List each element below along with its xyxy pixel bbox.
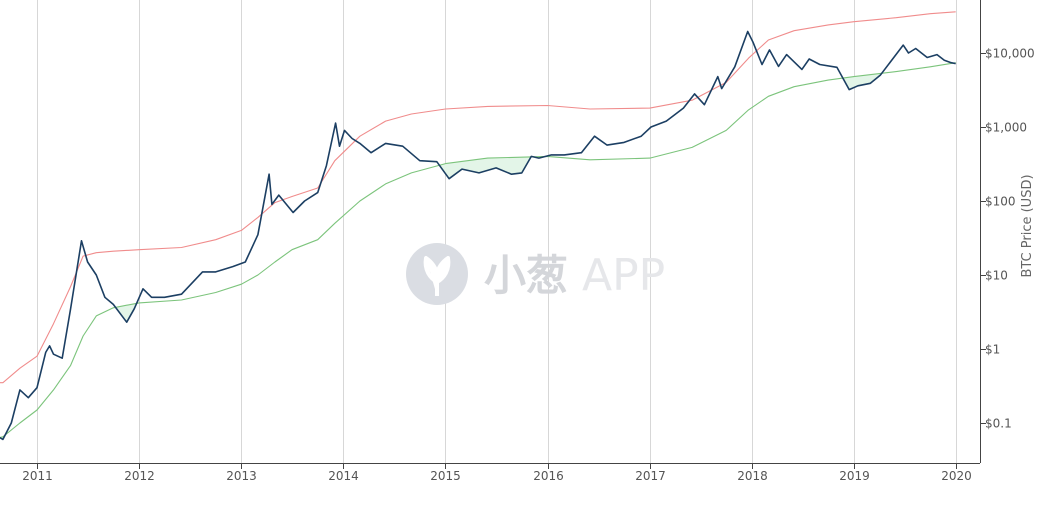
- fill-region-2: [439, 156, 531, 179]
- watermark-app: APP: [582, 250, 665, 301]
- y-axis-ticks: $0.1 $1 $10 $100 $1,000 $10,000: [980, 47, 1035, 431]
- x-tick-label-2012: 2012: [124, 469, 155, 483]
- x-tick-label-2014: 2014: [328, 469, 359, 483]
- watermark-leaf-icon: [423, 256, 451, 296]
- watermark: 小葱 APP: [406, 243, 665, 305]
- x-tick-label-2011: 2011: [22, 469, 53, 483]
- watermark-brand: 小葱: [484, 251, 568, 300]
- x-tick-label-2018: 2018: [737, 469, 768, 483]
- y-tick-label-$0.1: $0.1: [985, 417, 1012, 431]
- fill-region-1: [115, 303, 137, 323]
- x-tick-label-2020: 2020: [941, 469, 972, 483]
- x-tick-label-2013: 2013: [226, 469, 257, 483]
- series-lines: [0, 11, 956, 441]
- x-tick-label-2019: 2019: [839, 469, 870, 483]
- grid-lines: [37, 0, 957, 463]
- x-axis-ticks: 2011 2012 2013 2014 2015 2016 2017 2018 2019 2020: [22, 463, 972, 483]
- y-tick-label-$10: $10: [985, 269, 1008, 283]
- x-tick-label-2015: 2015: [430, 469, 461, 483]
- y-tick-label-$10,000: $10,000: [985, 47, 1035, 61]
- below-band-fill: [0, 62, 956, 440]
- y-tick-label-$100: $100: [985, 195, 1016, 209]
- y-axis-title: BTC Price (USD): [1020, 174, 1035, 277]
- fill-region-4: [843, 73, 882, 90]
- x-tick-label-2017: 2017: [635, 469, 666, 483]
- series-line-upper-band: [0, 11, 956, 384]
- y-tick-label-$1: $1: [985, 343, 1000, 357]
- x-tick-label-2016: 2016: [533, 469, 564, 483]
- series-line-lower-band: [0, 62, 956, 438]
- series-line-price: [0, 30, 956, 441]
- y-tick-label-$1,000: $1,000: [985, 121, 1027, 135]
